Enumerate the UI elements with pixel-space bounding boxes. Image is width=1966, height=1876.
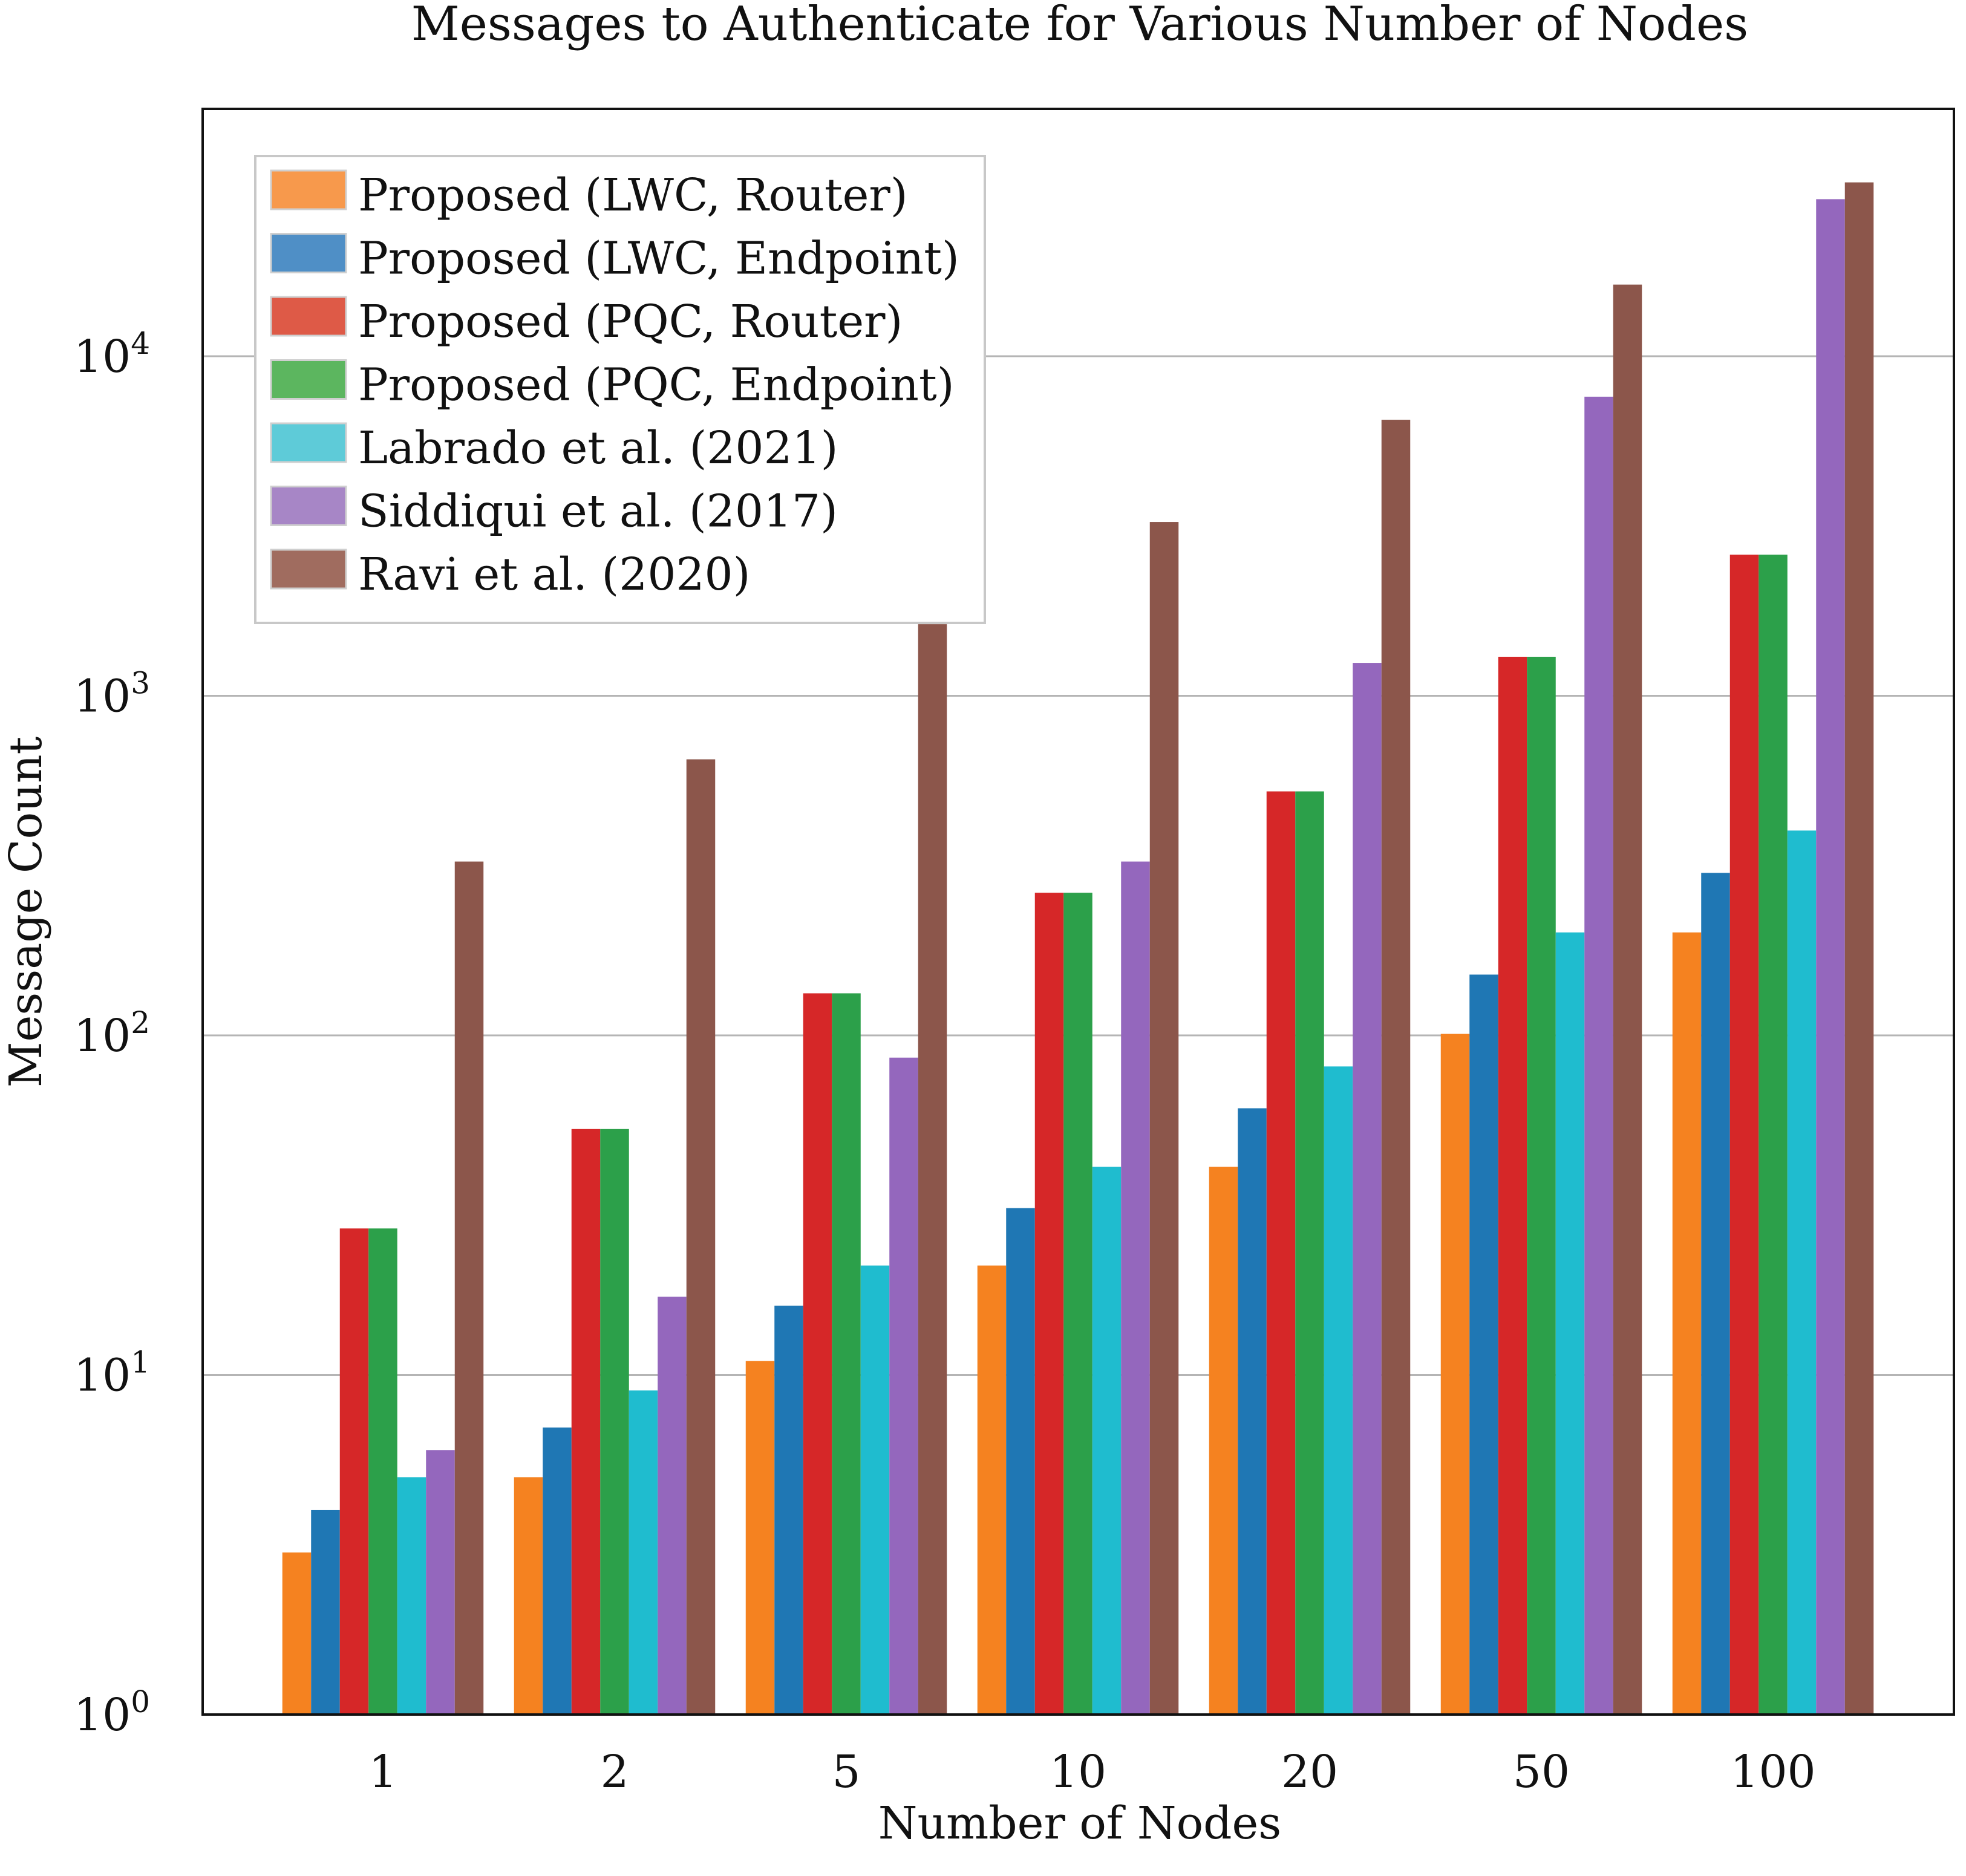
x-axis-label: Number of Nodes — [878, 1797, 1282, 1849]
x-tick-label: 2 — [600, 1746, 629, 1798]
y-tick-label: 102 — [74, 1005, 150, 1062]
bar — [1469, 974, 1498, 1715]
bar — [339, 1228, 369, 1715]
bar — [282, 1552, 312, 1715]
bar — [1266, 791, 1296, 1715]
bar — [1844, 182, 1874, 1715]
bar — [1295, 791, 1324, 1715]
bar — [658, 1297, 687, 1715]
y-tick-label: 100 — [74, 1684, 150, 1741]
bar — [1006, 1208, 1035, 1715]
bar — [889, 1057, 918, 1715]
bar — [1063, 893, 1092, 1715]
bar — [1701, 873, 1730, 1715]
bar — [686, 759, 716, 1715]
bar — [860, 1265, 890, 1715]
x-tick-label: 1 — [368, 1746, 397, 1798]
bar — [774, 1305, 803, 1715]
bar — [1729, 555, 1759, 1715]
bar — [514, 1477, 543, 1715]
bar — [1092, 1167, 1122, 1715]
bar — [1440, 1034, 1470, 1715]
legend: Proposed (LWC, Router) Proposed (LWC, End… — [254, 155, 986, 624]
bar — [977, 1265, 1007, 1715]
bar — [629, 1390, 658, 1715]
y-tick-label: 104 — [74, 326, 150, 383]
bar — [1381, 420, 1411, 1715]
legend-swatch — [270, 486, 347, 526]
plot-frame — [201, 108, 1955, 1716]
bar — [1527, 656, 1556, 1715]
bar — [1498, 656, 1527, 1715]
bars — [282, 182, 1874, 1715]
x-tick-label: 100 — [1730, 1746, 1815, 1798]
legend-box — [254, 155, 986, 624]
chart-title: Messages to Authenticate for Various Num… — [411, 0, 1748, 51]
bar — [311, 1510, 340, 1715]
bar — [918, 624, 947, 1715]
legend-label: Proposed (PQC, Endpoint) — [358, 359, 955, 411]
legend-label: Siddiqui et al. (2017) — [358, 486, 838, 538]
legend-label: Proposed (PQC, Router) — [358, 296, 903, 348]
x-tick-label: 5 — [832, 1746, 860, 1798]
bar — [1613, 284, 1642, 1715]
bar — [543, 1427, 572, 1715]
legend-label: Proposed (LWC, Endpoint) — [358, 233, 959, 285]
legend-label: Labrado et al. (2021) — [358, 422, 838, 474]
bar — [368, 1228, 397, 1715]
bar — [454, 861, 484, 1715]
x-tick-label: 20 — [1281, 1746, 1338, 1798]
bar — [1324, 1066, 1353, 1715]
y-tick-label: 101 — [74, 1345, 150, 1402]
bar — [1672, 932, 1702, 1715]
legend-swatch — [270, 422, 347, 463]
y-axis-label: Message Count — [0, 736, 52, 1087]
bar — [426, 1450, 455, 1715]
bar — [397, 1477, 426, 1715]
legend-label: Ravi et al. (2020) — [358, 549, 750, 601]
legend-label: Proposed (LWC, Router) — [358, 169, 908, 221]
bar — [1034, 893, 1064, 1715]
bar — [1816, 199, 1845, 1715]
bar — [745, 1361, 775, 1715]
bar — [571, 1129, 601, 1715]
legend-swatch — [270, 296, 347, 337]
bar — [1238, 1108, 1267, 1715]
bar — [1121, 861, 1150, 1715]
bar — [600, 1129, 629, 1715]
bar — [832, 993, 861, 1715]
bar — [1353, 663, 1382, 1715]
legend-swatch — [270, 359, 347, 400]
legend-swatch — [270, 169, 347, 210]
bar — [803, 993, 832, 1715]
bar — [1759, 555, 1788, 1715]
bar — [1584, 396, 1613, 1715]
x-axis-ticks: 1 2 5 10 20 50 100 — [368, 1746, 1815, 1798]
legend-swatch — [270, 233, 347, 273]
x-tick-label: 50 — [1513, 1746, 1570, 1798]
y-axis-ticks: 100 101 102 103 104 — [74, 326, 150, 1741]
legend-swatch — [270, 549, 347, 590]
bar — [1209, 1167, 1238, 1715]
y-tick-label: 103 — [74, 666, 150, 723]
x-tick-label: 10 — [1050, 1746, 1106, 1798]
bar — [1787, 830, 1817, 1715]
bar — [1555, 932, 1585, 1715]
bar — [1149, 522, 1179, 1715]
